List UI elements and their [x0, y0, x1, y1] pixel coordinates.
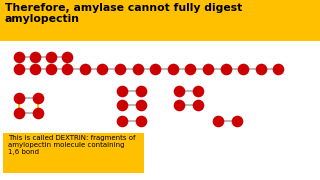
Point: [215, 119, 220, 122]
Point: [276, 68, 281, 71]
Point: [135, 68, 140, 71]
Point: [82, 68, 87, 71]
Point: [119, 89, 124, 92]
Point: [138, 119, 143, 122]
Point: [17, 68, 22, 71]
Text: Therefore, amylase cannot fully digest
amylopectin: Therefore, amylase cannot fully digest a…: [5, 3, 242, 24]
Point: [241, 68, 246, 71]
Point: [100, 68, 105, 71]
Text: This is called DEXTRIN: fragments of
amylopectin molecule containing
1,6 bond: This is called DEXTRIN: fragments of amy…: [8, 135, 135, 155]
Point: [234, 119, 239, 122]
Point: [117, 68, 123, 71]
Point: [177, 89, 182, 92]
Point: [223, 68, 228, 71]
FancyBboxPatch shape: [0, 0, 320, 41]
Point: [119, 104, 124, 107]
Point: [258, 68, 263, 71]
Point: [138, 104, 143, 107]
Point: [196, 104, 201, 107]
Point: [33, 68, 38, 71]
Point: [153, 68, 158, 71]
Point: [33, 55, 38, 58]
Point: [65, 55, 70, 58]
Point: [188, 68, 193, 71]
Point: [36, 112, 41, 115]
Point: [138, 89, 143, 92]
Point: [49, 55, 54, 58]
Point: [170, 68, 175, 71]
Point: [196, 89, 201, 92]
Point: [177, 104, 182, 107]
Point: [119, 119, 124, 122]
Point: [17, 112, 22, 115]
Point: [36, 97, 41, 100]
Point: [17, 55, 22, 58]
Point: [49, 68, 54, 71]
Point: [17, 97, 22, 100]
FancyBboxPatch shape: [3, 133, 144, 173]
Point: [65, 68, 70, 71]
Point: [205, 68, 211, 71]
